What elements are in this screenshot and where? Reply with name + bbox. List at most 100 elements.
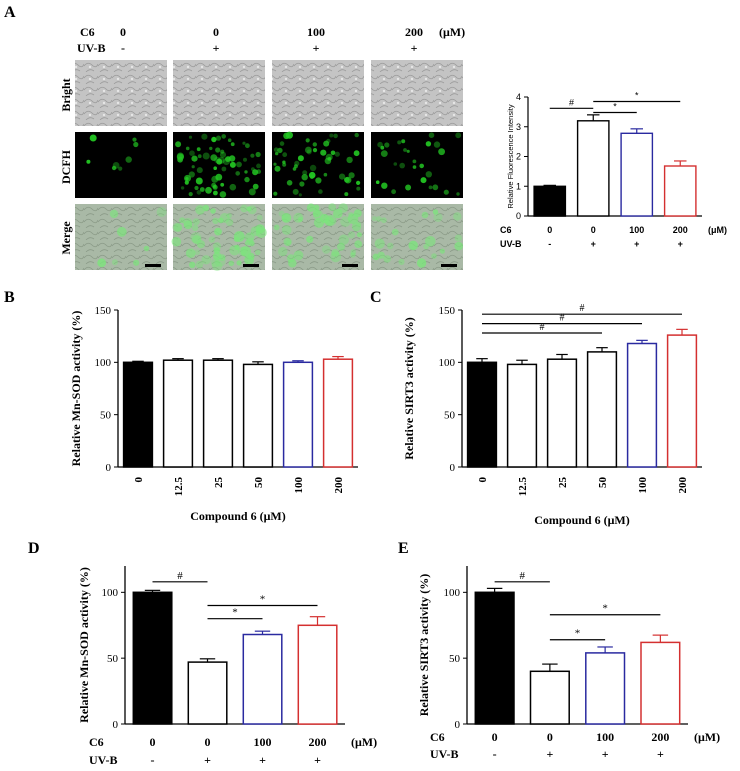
merged-cell bbox=[338, 234, 349, 245]
row-label-merge: Merge bbox=[59, 221, 73, 255]
scale-bar bbox=[342, 264, 358, 267]
merged-cell bbox=[288, 258, 297, 268]
fluorescent-cell bbox=[175, 141, 182, 148]
fluorescent-cell bbox=[229, 183, 237, 191]
fluorescent-cell bbox=[227, 138, 232, 142]
category-label-0: 0 bbox=[477, 477, 489, 483]
chart-b-mnsod: 0 50 100 150 Relative Mn-SOD activity (%) 0 12… bbox=[69, 305, 358, 523]
scale-bar bbox=[243, 264, 259, 267]
fluorescent-cell bbox=[89, 134, 97, 142]
panel-letter-b: B bbox=[4, 289, 15, 306]
bar-4 bbox=[626, 342, 658, 468]
category-label-1: 12.5 bbox=[173, 477, 185, 497]
fluorescent-cell bbox=[282, 162, 287, 167]
category-label-2: 25 bbox=[213, 477, 225, 489]
merged-cell bbox=[374, 238, 385, 249]
fluorescent-cell bbox=[255, 151, 261, 158]
significance-mark-1: * bbox=[232, 607, 238, 619]
merge-image-3 bbox=[371, 204, 464, 270]
c6-value-0: 0 bbox=[120, 25, 126, 39]
fluorescent-cell bbox=[428, 185, 433, 190]
x-axis-label: Compound 6 (μM) bbox=[534, 513, 629, 527]
fluorescent-cell bbox=[245, 143, 250, 149]
fluorescent-cell bbox=[380, 150, 388, 158]
fluorescent-cell bbox=[419, 163, 425, 169]
significance-mark-2: * bbox=[602, 603, 608, 615]
fluorescent-cell bbox=[118, 166, 123, 171]
merged-cell bbox=[423, 243, 429, 250]
y-axis-label: Relative Fluorescence Intensity bbox=[506, 104, 515, 208]
merged-cell bbox=[218, 217, 224, 224]
fluorescent-cell bbox=[242, 141, 246, 145]
merged-cell bbox=[331, 249, 340, 257]
fluorescent-cell bbox=[312, 142, 317, 147]
fluorescent-cell bbox=[244, 170, 248, 174]
uvb-value-3: + bbox=[657, 747, 664, 761]
merged-cell bbox=[354, 240, 363, 249]
fluorescent-cell bbox=[191, 165, 195, 169]
bar-2 bbox=[546, 358, 578, 468]
merged-cell bbox=[229, 245, 240, 256]
merged-cell bbox=[214, 227, 222, 236]
fluorescent-cell bbox=[132, 137, 137, 142]
scale-bar bbox=[145, 264, 161, 267]
bar-0 bbox=[533, 185, 567, 217]
bar-5 bbox=[322, 358, 354, 468]
y-tick-label: 100 bbox=[95, 357, 112, 369]
micrograph-grid bbox=[75, 60, 464, 271]
merged-cell bbox=[350, 252, 356, 258]
uvb-value-2: + bbox=[634, 239, 639, 249]
significance-mark-1: * bbox=[575, 628, 581, 640]
fluorescent-cell bbox=[403, 148, 407, 152]
fluorescent-cell bbox=[235, 171, 240, 176]
merged-cell bbox=[183, 217, 193, 228]
category-label-3: 50 bbox=[253, 477, 265, 489]
panel-letter-c: C bbox=[370, 289, 382, 306]
bar-1 bbox=[576, 120, 610, 217]
panel-letter-e: E bbox=[398, 540, 409, 557]
merged-cell bbox=[190, 232, 202, 244]
fluorescent-cell bbox=[248, 188, 256, 196]
uvb-value-0: - bbox=[151, 753, 155, 767]
fluorescent-cell bbox=[252, 183, 259, 190]
fluorescent-cell bbox=[298, 193, 302, 197]
bar-0 bbox=[122, 361, 154, 468]
bar-3 bbox=[586, 351, 618, 468]
merged-cell bbox=[210, 208, 216, 214]
merged-cell bbox=[431, 253, 437, 259]
merged-cell bbox=[273, 224, 280, 231]
fluorescent-cell bbox=[220, 149, 225, 154]
image-background bbox=[75, 60, 167, 126]
fluorescent-cell bbox=[229, 161, 236, 168]
fluorescent-cell bbox=[346, 156, 353, 164]
merged-cell bbox=[202, 204, 210, 212]
fluorescent-cell bbox=[185, 146, 190, 151]
fluorescent-cell bbox=[250, 153, 255, 158]
category-label-1: 12.5 bbox=[517, 477, 529, 497]
fluorescent-cell bbox=[86, 159, 91, 164]
merged-cell bbox=[244, 255, 255, 266]
merged-cell bbox=[372, 216, 378, 222]
uvb-value-3: + bbox=[411, 41, 418, 55]
merged-cell bbox=[97, 258, 107, 268]
image-background bbox=[173, 132, 265, 198]
merged-cell bbox=[194, 249, 200, 256]
merged-cell bbox=[225, 218, 234, 227]
fluorescent-cell bbox=[188, 135, 193, 139]
merged-cell bbox=[408, 240, 419, 251]
merged-cell bbox=[306, 203, 316, 212]
fluorescent-cell bbox=[384, 142, 390, 148]
merged-cell bbox=[143, 245, 150, 252]
panel-letter-d: D bbox=[28, 540, 40, 557]
uvb-value-2: + bbox=[259, 753, 266, 767]
uvb-value-3: + bbox=[314, 753, 321, 767]
y-tick-label: 0 bbox=[516, 211, 521, 221]
merged-cell bbox=[337, 242, 345, 251]
merged-cell bbox=[195, 260, 204, 269]
fluorescent-cell bbox=[213, 190, 218, 196]
y-tick-label: 1 bbox=[516, 181, 521, 191]
x-axis-label: Compound 6 (μM) bbox=[190, 509, 285, 523]
y-tick-label: 0 bbox=[113, 719, 119, 731]
